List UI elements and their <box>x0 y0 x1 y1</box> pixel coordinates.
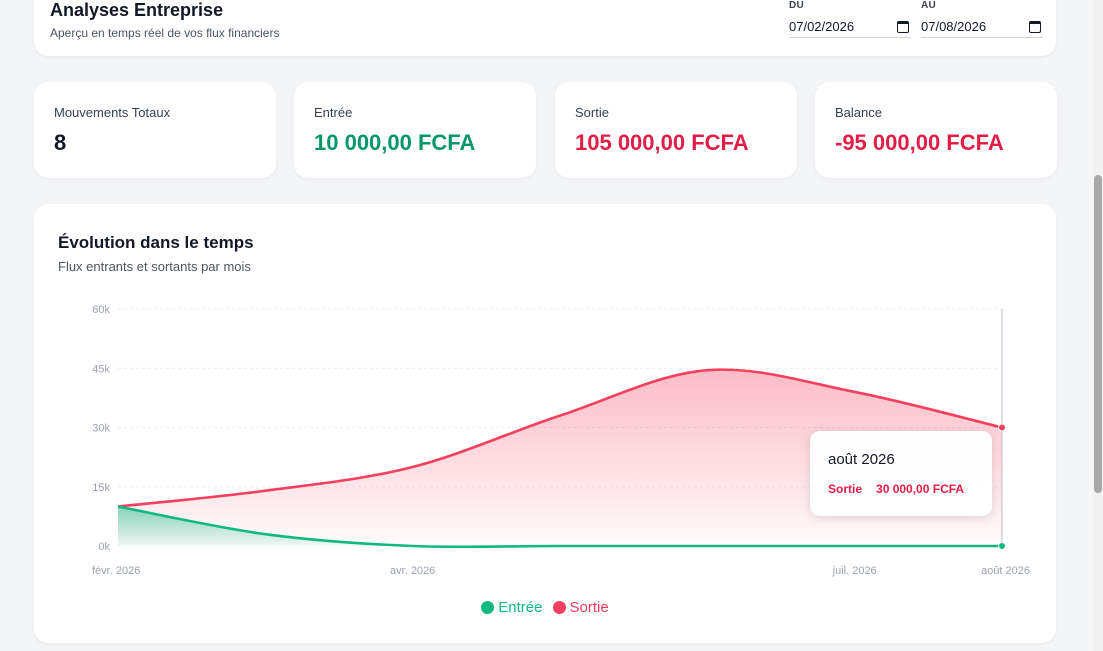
legend-label-sortie: Sortie <box>569 599 609 616</box>
kpi-value: 10 000,00 FCFA <box>314 130 476 155</box>
tooltip-series: Sortie <box>828 482 863 496</box>
header-card: Analyses Entreprise Aperçu en temps réel… <box>34 0 1056 56</box>
kpi-card-entree: Entrée 10 000,00 FCFA <box>294 82 536 178</box>
legend-item-entree[interactable]: Entrée <box>481 599 543 616</box>
legend-dot-sortie <box>552 601 566 614</box>
chart-title: Évolution dans le temps <box>58 233 254 252</box>
y-tick-label: 45k <box>92 363 110 375</box>
x-tick-label: août 2026 <box>981 565 1030 577</box>
chart-legend: Entrée Sortie <box>34 599 1056 616</box>
page-subtitle: Aperçu en temps réel de vos flux financi… <box>50 26 280 40</box>
chart-tooltip: août 2026 Sortie 30 000,00 FCFA <box>810 431 992 516</box>
tooltip-value: 30 000,00 FCFA <box>876 482 965 496</box>
scrollbar-thumb[interactable] <box>1094 175 1102 493</box>
x-tick-label: févr. 2026 <box>92 565 140 577</box>
legend-dot-entree <box>481 601 495 614</box>
kpi-label: Balance <box>835 105 882 120</box>
kpi-card-mouvements: Mouvements Totaux 8 <box>34 82 276 178</box>
date-to-input[interactable]: 07/08/2026 <box>921 16 1043 38</box>
kpi-label: Mouvements Totaux <box>54 105 171 120</box>
kpi-card-balance: Balance -95 000,00 FCFA <box>815 82 1057 178</box>
legend-label-entree: Entrée <box>498 599 543 616</box>
kpi-value: 105 000,00 FCFA <box>575 130 749 155</box>
series-line-entree <box>117 505 1002 549</box>
page-title: Analyses Entreprise <box>50 0 224 20</box>
series-area-entree <box>118 506 1002 547</box>
kpi-card-sortie: Sortie 105 000,00 FCFA <box>555 82 797 178</box>
legend-item-sortie[interactable]: Sortie <box>552 599 609 616</box>
y-tick-label: 60k <box>92 304 110 316</box>
x-tick-label: juil. 2026 <box>832 565 877 577</box>
area-chart[interactable]: 0k 15k 30k 45k 60k févr. 2026 avr. 2026 juil. 2… <box>34 204 1056 643</box>
date-from-group: DU 07/02/2026 <box>789 0 911 38</box>
kpi-label: Sortie <box>575 105 609 120</box>
date-to-group: AU 07/08/2026 <box>921 0 1043 38</box>
kpi-value: 8 <box>54 130 67 155</box>
kpi-label: Entrée <box>314 105 353 120</box>
active-point-sortie <box>998 423 1006 432</box>
y-tick-label: 0k <box>98 541 110 553</box>
kpi-value: -95 000,00 FCFA <box>835 130 1004 155</box>
y-tick-label: 15k <box>92 482 110 494</box>
date-from-value: 07/02/2026 <box>789 19 855 34</box>
chart-card: Évolution dans le temps Flux entrants et… <box>34 204 1056 643</box>
scrollbar[interactable] <box>1093 0 1103 651</box>
series-line-sortie <box>117 368 1003 508</box>
calendar-icon[interactable] <box>1029 20 1041 33</box>
tooltip-title: août 2026 <box>828 451 895 468</box>
chart-subtitle: Flux entrants et sortants par mois <box>58 259 251 274</box>
tooltip-line: Sortie 30 000,00 FCFA <box>828 482 964 496</box>
active-point-entree <box>998 542 1006 550</box>
x-tick-label: avr. 2026 <box>390 565 435 577</box>
series-area-sortie <box>118 369 1002 546</box>
calendar-icon[interactable] <box>897 20 909 33</box>
date-to-label: AU <box>921 0 937 11</box>
date-to-value: 07/08/2026 <box>921 19 987 34</box>
date-from-input[interactable]: 07/02/2026 <box>789 16 911 38</box>
y-tick-label: 30k <box>92 423 110 435</box>
date-from-label: DU <box>789 0 805 11</box>
